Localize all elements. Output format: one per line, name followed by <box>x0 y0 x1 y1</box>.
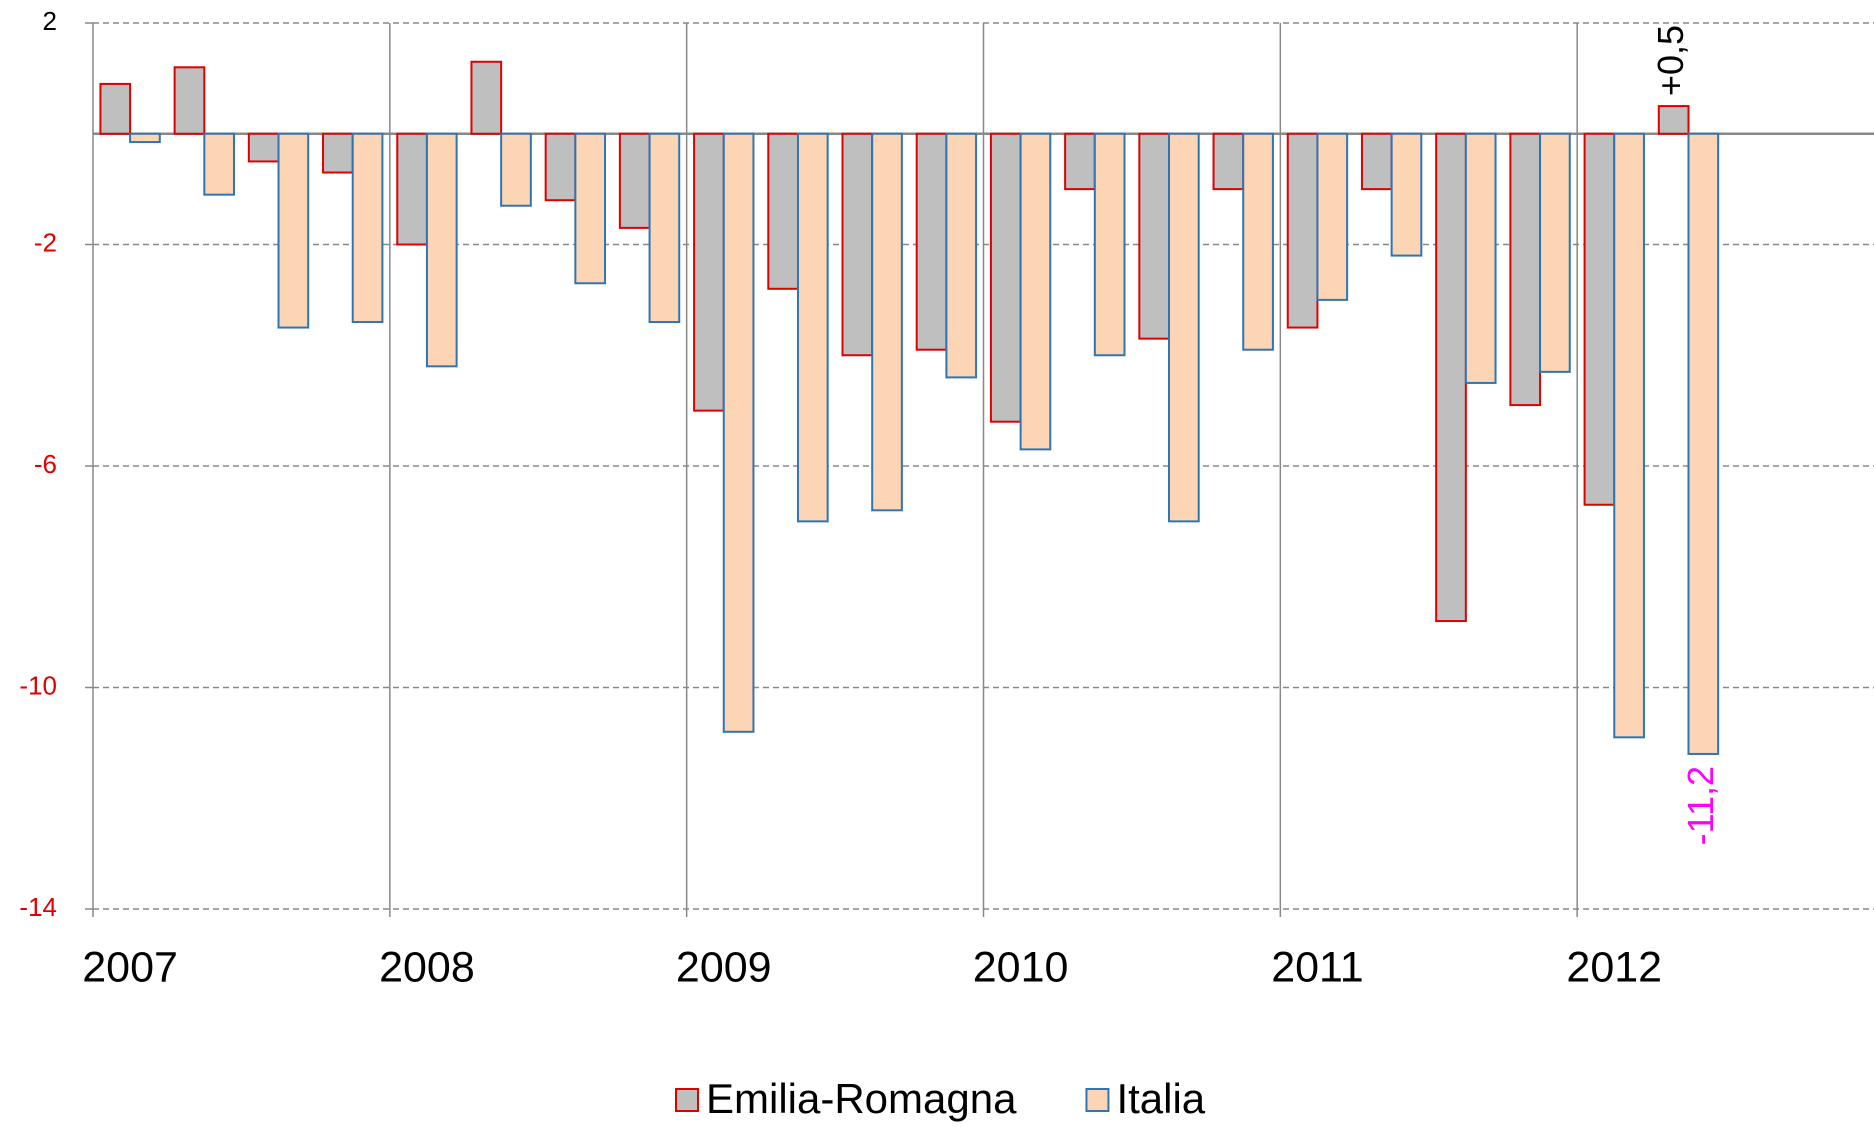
bar <box>1242 132 1274 351</box>
x-tick-label: 2008 <box>379 943 475 991</box>
bar <box>574 132 607 285</box>
value-label: +0,5 <box>1650 25 1691 96</box>
x-tick-label: 2007 <box>82 943 178 991</box>
bar <box>1687 132 1720 755</box>
bar <box>470 60 503 135</box>
bar <box>1093 132 1126 357</box>
legend-label: Emilia-Romagna <box>706 1075 1017 1122</box>
bar <box>648 132 681 324</box>
bar <box>1539 132 1571 373</box>
bar <box>351 132 384 324</box>
legend-swatch <box>1085 1088 1110 1112</box>
bar <box>871 132 903 512</box>
bar <box>277 132 310 329</box>
bar <box>618 132 651 229</box>
bar <box>1360 132 1393 191</box>
x-tick-label: 2010 <box>973 943 1069 991</box>
x-tick-label: 2012 <box>1566 943 1662 991</box>
bar <box>722 132 755 733</box>
bar <box>322 132 354 174</box>
bar <box>1583 132 1616 506</box>
bar <box>1064 132 1096 191</box>
bar <box>1435 132 1467 623</box>
bar <box>1390 132 1423 257</box>
bar <box>796 132 829 523</box>
bar <box>1509 132 1542 407</box>
y-tick-label: -6 <box>34 449 57 479</box>
bar <box>129 132 161 144</box>
bar <box>173 66 206 135</box>
bar <box>500 132 532 207</box>
bar <box>1168 132 1200 523</box>
bar <box>841 132 874 357</box>
bar <box>989 132 1022 423</box>
bar <box>544 132 577 202</box>
bar <box>1464 132 1497 384</box>
bar <box>693 132 725 412</box>
bar <box>915 132 948 351</box>
bar <box>1613 132 1645 739</box>
bar <box>247 132 280 163</box>
x-tick-label: 2009 <box>676 943 772 991</box>
bar <box>425 132 458 368</box>
bar <box>1657 105 1690 135</box>
y-tick-label: -10 <box>19 670 57 700</box>
bar <box>1138 132 1171 340</box>
value-label: -11,2 <box>1680 766 1721 845</box>
bar <box>203 132 235 196</box>
legend-label: Italia <box>1116 1075 1205 1122</box>
legend-swatch <box>675 1088 699 1112</box>
bar <box>99 82 132 135</box>
x-tick-label: 2011 <box>1271 943 1363 991</box>
bar <box>1212 132 1245 191</box>
bar <box>396 132 428 246</box>
y-tick-label: 2 <box>43 6 57 36</box>
bar <box>1019 132 1052 451</box>
bar <box>767 132 799 290</box>
bar <box>1316 132 1349 301</box>
bar <box>945 132 978 379</box>
y-tick-label: -14 <box>19 892 57 922</box>
bar <box>1286 132 1319 329</box>
y-tick-label: -2 <box>34 227 57 257</box>
